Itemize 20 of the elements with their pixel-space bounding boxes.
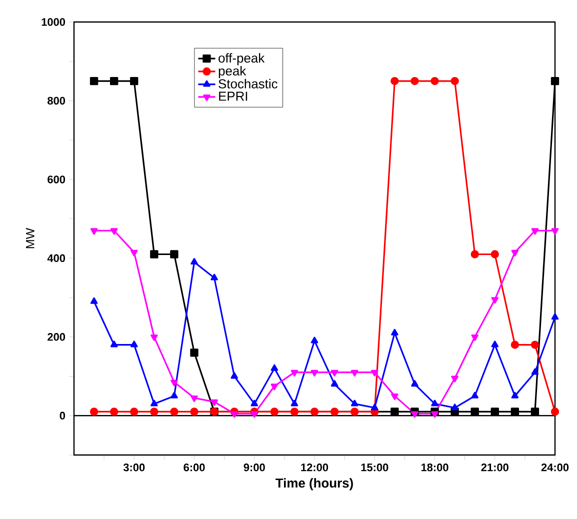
legend-label: off-peak [218,53,265,66]
y-tick-label: 600 [48,176,66,184]
x-tick-label: 15:00 [361,464,388,472]
y-tick-label: 400 [47,254,66,262]
x-tick-label: 6:00 [184,464,205,472]
y-tick-label: 200 [48,333,66,341]
x-tick-label: 9:00 [244,464,265,472]
legend-label: EPRI [219,92,248,101]
x-axis-title: Time (hours) [276,478,353,490]
legend-label: Stochastic [218,78,278,88]
y-tick-label: 1000 [42,18,66,26]
y-tick-label: 800 [48,96,66,105]
legend-label: peak [218,66,246,78]
y-tick-label: 0 [60,412,66,420]
x-tick-label: 21:00 [481,464,508,472]
x-tick-label: 3:00 [123,464,145,472]
x-tick-label: 18:00 [421,464,448,472]
x-tick-label: 24:00 [541,464,569,472]
y-axis-title: MW [26,228,34,248]
x-tick-label: 12:00 [301,464,328,472]
